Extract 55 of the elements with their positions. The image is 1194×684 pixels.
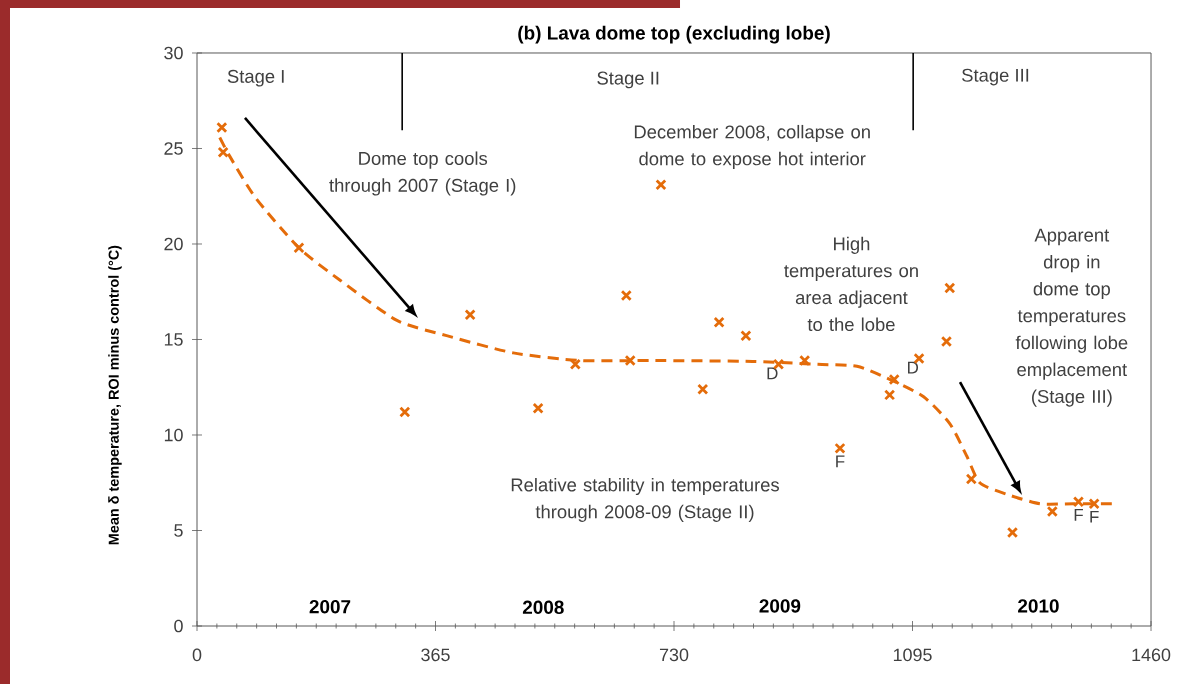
y-tick-label: 30 — [164, 46, 183, 60]
point — [399, 406, 411, 418]
point — [620, 289, 632, 302]
point — [216, 121, 228, 134]
y-tick-label: 25 — [164, 142, 183, 155]
point — [1046, 505, 1058, 518]
annotation: 2010 — [1018, 599, 1059, 613]
y-axis-title: Mean δ temperature, ROI minus control (°C) — [108, 245, 122, 545]
point — [713, 316, 725, 328]
annotation: Stage III — [962, 68, 1029, 86]
annotation: F — [836, 455, 845, 468]
point — [532, 402, 544, 414]
point — [1006, 526, 1019, 539]
annotation: F — [1074, 509, 1083, 521]
annotation: Relative stability in temperatures through 2008-09 (Stage II) — [511, 477, 779, 522]
point — [799, 354, 811, 367]
x-tick-label: 0 — [192, 648, 202, 662]
chart-title: (b) Lava dome top (excluding lobe) — [518, 25, 830, 44]
point — [884, 389, 896, 401]
point — [1072, 496, 1085, 508]
annotation: Dome top cools through 2007 (Stage I) — [329, 151, 516, 196]
y-tick-label: 5 — [174, 524, 183, 537]
point — [697, 383, 709, 395]
point — [464, 309, 476, 321]
annotation: High temperatures on area adjacent to the lobe — [784, 236, 918, 332]
point — [1088, 498, 1100, 510]
annotation: F — [1090, 510, 1099, 523]
y-tick-label: 10 — [164, 428, 183, 442]
point — [940, 335, 953, 348]
annotation: Apparent drop in dome top temperatures following lobe emplacement (Stage III) — [1015, 228, 1128, 407]
annotation: Stage II — [597, 71, 659, 89]
y-tick-label: 15 — [164, 333, 183, 346]
point — [834, 442, 846, 455]
y-tick-label: 20 — [164, 237, 183, 251]
y-tick-label: 0 — [174, 619, 183, 633]
point — [888, 373, 900, 386]
annotation: D — [767, 367, 778, 380]
point — [965, 473, 977, 485]
point — [569, 358, 581, 370]
annotation: 2009 — [759, 599, 801, 613]
x-tick-label: 1460 — [1132, 648, 1171, 662]
annotation: D — [908, 361, 919, 374]
point — [624, 354, 636, 367]
point — [217, 146, 229, 158]
x-tick-label: 730 — [659, 648, 689, 662]
x-tick-label: 1095 — [893, 648, 932, 662]
annotation: 2008 — [522, 600, 564, 615]
point — [293, 242, 305, 254]
point — [944, 282, 956, 294]
x-tick-label: 365 — [421, 648, 450, 662]
annotation: Stage I — [227, 69, 284, 87]
annotation: December 2008, collapse on dome to expose hot interior — [634, 124, 870, 170]
point — [655, 179, 667, 191]
point — [740, 330, 752, 342]
annotation: 2007 — [309, 599, 351, 614]
